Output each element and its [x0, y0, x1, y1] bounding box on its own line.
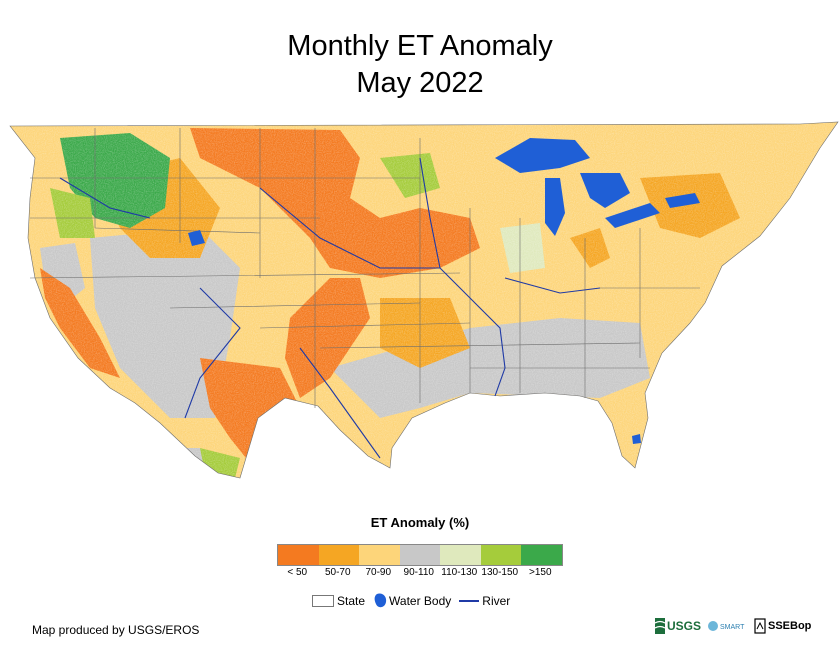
- legend-labels: < 50 50-70 70-90 90-110 110-130 130-150 >150: [277, 567, 601, 581]
- legend-swatch: [440, 545, 481, 565]
- usgs-logo-text: USGS: [667, 619, 701, 633]
- legend-label: 110-130: [441, 567, 478, 578]
- great-salt-lake: [188, 230, 205, 246]
- lake-ontario: [665, 193, 700, 208]
- smart-logo-text: SMART: [720, 624, 745, 631]
- key-state-label: State: [337, 594, 366, 608]
- et-anomaly-map: [9, 121, 839, 479]
- lake-huron: [580, 173, 630, 208]
- legend-label: 130-150: [481, 567, 519, 578]
- ssebop-logo: SSEBop: [754, 618, 812, 634]
- water-bodies: [188, 138, 700, 444]
- key-state: State: [312, 594, 365, 608]
- lake-erie: [605, 203, 660, 228]
- water-body-icon: [374, 593, 387, 608]
- rivers: [59, 157, 601, 459]
- key-river: River: [459, 594, 510, 608]
- legend-label: 50-70: [324, 567, 351, 578]
- legend-swatch: [399, 545, 440, 565]
- legend-swatch: [480, 545, 521, 565]
- lake-michigan: [545, 178, 565, 236]
- usgs-logo: USGS: [655, 618, 701, 634]
- key-water-body-label: Water Body: [389, 594, 452, 608]
- legend-label: 70-90: [365, 567, 392, 578]
- state-symbol: [312, 595, 334, 607]
- legend-swatch: [521, 545, 562, 565]
- lake-okeechobee: [632, 434, 641, 444]
- legend-label: 90-110: [403, 567, 434, 578]
- legend-title: ET Anomaly (%): [370, 515, 470, 530]
- key-water-body: Water Body: [373, 592, 451, 610]
- key-river-label: River: [482, 594, 511, 608]
- smart-logo: SMART: [708, 621, 745, 631]
- legend-swatch: [318, 545, 359, 565]
- map-key: State Water Body River: [312, 592, 518, 610]
- agency-logos: USGS SMART SSEBop: [655, 618, 812, 634]
- ssebop-logo-text: SSEBop: [768, 620, 812, 632]
- lake-superior: [495, 138, 590, 173]
- legend-swatch: [278, 545, 319, 565]
- legend-label: >150: [528, 567, 552, 578]
- legend-label: < 50: [287, 567, 308, 578]
- map-title: Monthly ET Anomaly: [287, 30, 553, 62]
- state-boundaries: [9, 121, 839, 479]
- map-credit: Map produced by USGS/EROS: [32, 623, 200, 637]
- river-symbol: [459, 600, 480, 602]
- legend-swatch: [359, 545, 400, 565]
- legend-color-bar: [277, 544, 563, 566]
- map-subtitle: May 2022: [356, 67, 484, 99]
